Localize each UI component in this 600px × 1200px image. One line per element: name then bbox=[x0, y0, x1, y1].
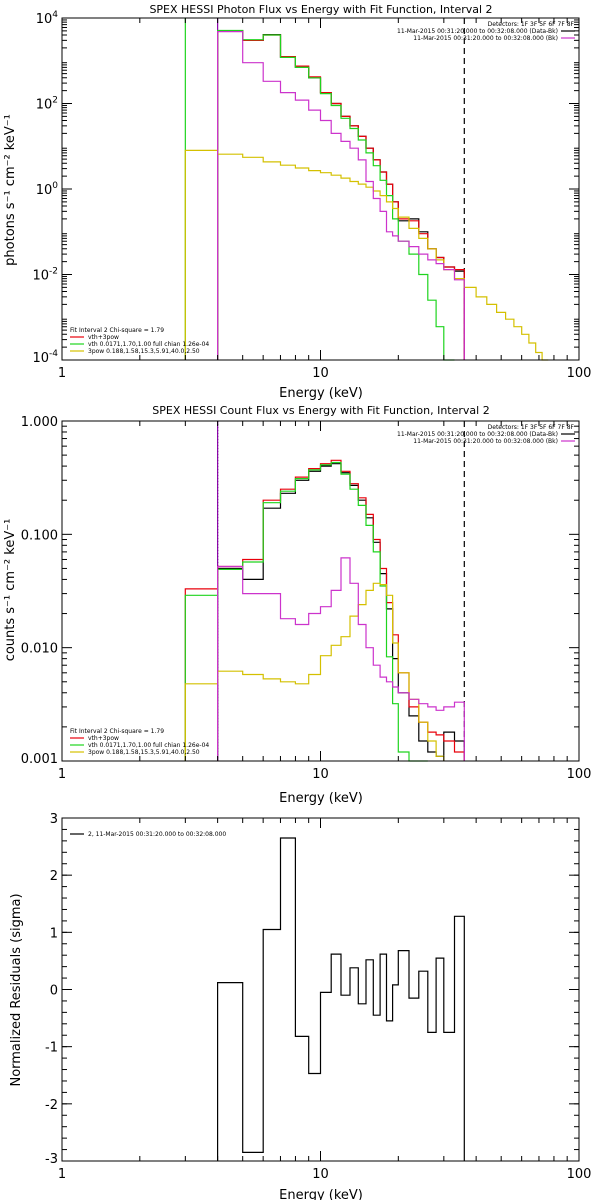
legend-left: 2, 11-Mar-2015 00:31:20.000 to 00:32:08.… bbox=[70, 831, 226, 838]
y-tick-label: 0 bbox=[50, 984, 58, 999]
y-tick-label: 3 bbox=[50, 812, 58, 827]
x-tick-label: 10 bbox=[312, 1167, 329, 1182]
series-data bbox=[217, 463, 465, 761]
y-tick-label: -1 bbox=[45, 1041, 58, 1056]
legend-right: Detectors: 1F 3F 5F 6F 7F 8F11-Mar-2015 … bbox=[397, 424, 575, 445]
ticks-group: 1 10 100 -3 -2 -1 0 1 2 3 bbox=[45, 812, 591, 1182]
legend-left-entry: 3pow 0.188,1.58,15.3,5.91,40.0,2.50 bbox=[88, 348, 200, 355]
series-background bbox=[217, 31, 465, 360]
legend-left: Fit Interval 2 Chi-square = 1.79vth+3pow… bbox=[70, 728, 209, 756]
series-3pow bbox=[184, 149, 549, 361]
legend-left-entry: vth+3pow bbox=[88, 334, 119, 341]
legend-left-entry: vth 0.0171,1.70,1.00 full chian 1.26e-04 bbox=[88, 742, 209, 749]
x-tick-label: 1 bbox=[58, 1167, 66, 1182]
x-tick-label: 100 bbox=[567, 767, 592, 782]
legend-right-entry: 11-Mar-2015 00:31:20.000 to 00:32:08.000… bbox=[397, 431, 558, 438]
legend-left-header: Fit Interval 2 Chi-square = 1.79 bbox=[70, 327, 164, 334]
legend-right-entry: Detectors: 1F 3F 5F 6F 7F 8F bbox=[488, 21, 575, 28]
legend-right-entry: 11-Mar-2015 00:31:20.000 to 00:32:08.000… bbox=[413, 438, 558, 445]
y-axis-label: photons s⁻¹ cm⁻² keV⁻¹ bbox=[3, 114, 18, 266]
x-tick-label: 1 bbox=[58, 767, 66, 782]
panel-title: SPEX HESSI Photon Flux vs Energy with Fi… bbox=[149, 3, 492, 16]
residuals-panel: 1 10 100 -3 -2 -1 0 1 2 3 Energy (keV) Normalized… bbox=[9, 812, 591, 1200]
legend-left-entry: vth 0.0171,1.70,1.00 full chian 1.26e-04 bbox=[88, 341, 209, 348]
legend-left-entry: vth+3pow bbox=[88, 735, 119, 742]
series-data bbox=[217, 30, 465, 360]
ticks-group: 1 10 100 10-4 10-2 100 102 104 bbox=[32, 10, 591, 381]
x-axis-label: Energy (keV) bbox=[279, 386, 363, 401]
y-tick-label: 102 bbox=[36, 96, 58, 113]
plot-frame bbox=[61, 420, 580, 762]
series-vth bbox=[184, 461, 428, 762]
y-tick-label: 0.001 bbox=[21, 752, 58, 767]
y-tick-label: -2 bbox=[45, 1098, 58, 1113]
y-tick-label: 10-2 bbox=[32, 267, 58, 284]
x-tick-label: 100 bbox=[567, 366, 592, 381]
series-group bbox=[217, 837, 465, 1161]
x-axis-label: Energy (keV) bbox=[279, 791, 363, 806]
x-tick-label: 1 bbox=[58, 366, 66, 381]
legend-left: Fit Interval 2 Chi-square = 1.79vth+3pow… bbox=[70, 327, 209, 355]
photon-flux-panel: SPEX HESSI Photon Flux vs Energy with Fi… bbox=[3, 3, 591, 401]
series-vth bbox=[217, 29, 455, 361]
y-tick-label: 104 bbox=[36, 10, 59, 27]
plot-frame bbox=[61, 17, 580, 361]
series-group bbox=[184, 18, 549, 361]
series-vth-3pow bbox=[184, 459, 465, 761]
legend-right-entry: 11-Mar-2015 00:31:20.000 to 00:32:08.000… bbox=[397, 28, 558, 35]
count-flux-panel: SPEX HESSI Count Flux vs Energy with Fit… bbox=[3, 404, 591, 806]
y-axis-label: counts s⁻¹ cm⁻² keV⁻¹ bbox=[3, 519, 18, 662]
y-axis-label: Normalized Residuals (sigma) bbox=[9, 893, 24, 1086]
legend-right: Detectors: 1F 3F 5F 6F 7F 8F11-Mar-2015 … bbox=[397, 21, 575, 42]
plot-frame bbox=[61, 817, 580, 1162]
series-background bbox=[217, 557, 465, 761]
series-group bbox=[184, 421, 465, 762]
series-3pow bbox=[184, 582, 445, 761]
x-tick-label: 10 bbox=[312, 366, 329, 381]
y-tick-label: 10-4 bbox=[32, 349, 58, 366]
y-tick-label: -3 bbox=[45, 1152, 58, 1167]
panel-title: SPEX HESSI Count Flux vs Energy with Fit… bbox=[152, 404, 489, 417]
y-tick-label: 1.000 bbox=[21, 415, 58, 430]
legend-right-entry: 11-Mar-2015 00:31:20.000 to 00:32:08.000… bbox=[413, 35, 558, 42]
series-vth-3pow bbox=[217, 30, 465, 360]
y-tick-label: 0.010 bbox=[21, 642, 58, 657]
x-axis-label: Energy (keV) bbox=[279, 1188, 363, 1200]
x-tick-label: 100 bbox=[567, 1167, 592, 1182]
y-tick-label: 1 bbox=[50, 926, 58, 941]
y-tick-label: 0.100 bbox=[21, 528, 58, 543]
legend-left-entry: 3pow 0.188,1.58,15.3,5.91,40.0,2.50 bbox=[88, 749, 200, 756]
ticks-group: 1 10 100 0.001 0.010 0.100 1.000 bbox=[21, 415, 592, 782]
legend-left-entry: 2, 11-Mar-2015 00:31:20.000 to 00:32:08.… bbox=[88, 831, 226, 838]
legend-left-header: Fit Interval 2 Chi-square = 1.79 bbox=[70, 728, 164, 735]
y-tick-label: 2 bbox=[50, 869, 58, 884]
y-tick-label: 100 bbox=[36, 181, 59, 198]
legend-right-entry: Detectors: 1F 3F 5F 6F 7F 8F bbox=[488, 424, 575, 431]
series-2-11-mar-2015-00-31-20-0 bbox=[217, 837, 465, 1161]
x-tick-label: 10 bbox=[312, 767, 329, 782]
